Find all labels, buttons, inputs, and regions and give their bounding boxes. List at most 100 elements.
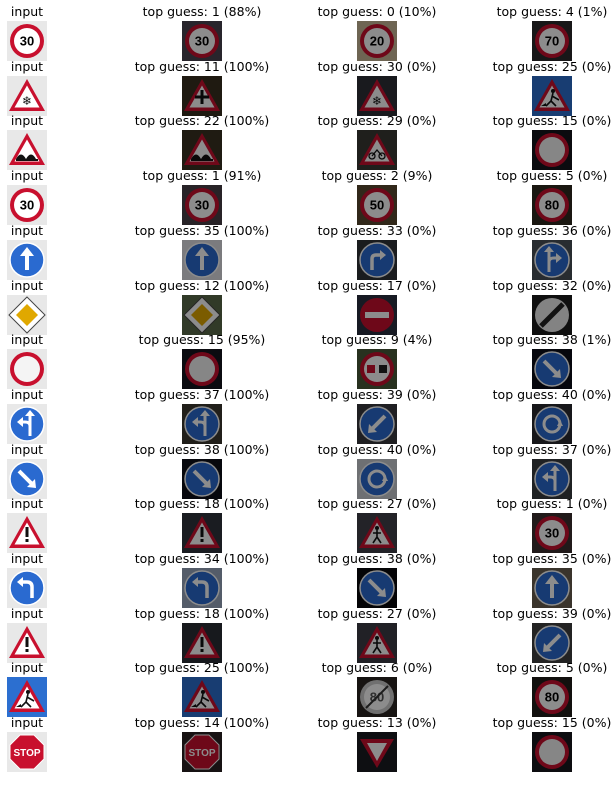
guess-sign-image: STOP <box>182 732 222 773</box>
result-row: input top guess: 34 (100%) top guess: 38 (… <box>0 551 615 608</box>
result-row: input top guess: 37 (100%) top guess: 39 (… <box>0 387 615 444</box>
input-label: input <box>10 551 44 566</box>
result-row: input top guess: 12 (100%) top guess: 17 (… <box>0 278 615 335</box>
guess-label: top guess: 15 (0%) <box>492 113 612 129</box>
input-label: input <box>10 441 44 457</box>
guess-sign-image <box>357 732 397 773</box>
svg-text:30: 30 <box>545 526 559 541</box>
guess-sign-image: 30 <box>182 21 222 61</box>
svg-text:30: 30 <box>20 34 34 49</box>
result-row: input top guess: 18 (100%) top guess: 27 (… <box>0 496 615 554</box>
guess-cell: top guess: 11 (100%) <box>117 59 287 116</box>
guess-label: top guess: 29 (0%) <box>317 113 437 129</box>
input-sign-image: ❄ <box>7 75 47 116</box>
guess-sign-image <box>532 239 572 280</box>
guess-sign-image: 20 <box>357 21 397 61</box>
guess-label: top guess: 25 (100%) <box>134 660 270 676</box>
input-sign-image <box>7 513 47 554</box>
input-label: input <box>10 168 44 184</box>
guess-sign-image <box>182 677 222 718</box>
guess-sign-image <box>357 130 397 171</box>
svg-text:50: 50 <box>370 198 384 213</box>
guess-cell: top guess: 38 (0%) <box>292 551 462 608</box>
guess-label: top guess: 17 (0%) <box>317 277 437 293</box>
svg-text:30: 30 <box>195 34 209 49</box>
guess-sign-image: 80 <box>357 677 397 718</box>
guess-cell: top guess: 35 (0%) <box>467 551 615 608</box>
guess-cell: top guess: 32 (0%) <box>467 278 615 335</box>
guess-cell: top guess: 9 (4%) <box>292 332 462 390</box>
guess-label: top guess: 1 (0%) <box>496 496 608 512</box>
input-sign-image <box>7 239 47 280</box>
input-sign-image <box>7 403 47 444</box>
guess-cell: top guess: 15 (95%) <box>117 332 287 390</box>
guess-sign-image: 80 <box>532 185 572 226</box>
guess-cell: top guess: 1 (91%) 30 <box>117 168 287 226</box>
guess-label: top guess: 15 (95%) <box>138 332 266 348</box>
input-cell: input <box>0 551 67 608</box>
input-sign-image <box>7 294 47 335</box>
guess-cell: top guess: 2 (9%) 50 <box>292 168 462 226</box>
guess-label: top guess: 39 (0%) <box>492 605 612 621</box>
guess-sign-image: 80 <box>532 677 572 718</box>
guess-cell: top guess: 34 (100%) <box>117 551 287 608</box>
input-sign-image: STOP <box>7 732 47 773</box>
guess-label: top guess: 5 (0%) <box>496 168 608 184</box>
guess-sign-image: 30 <box>532 513 572 554</box>
guess-label: top guess: 4 (1%) <box>496 4 608 19</box>
guess-label: top guess: 37 (100%) <box>134 386 270 402</box>
guess-cell: top guess: 12 (100%) <box>117 278 287 335</box>
guess-label: top guess: 18 (100%) <box>134 605 270 621</box>
guess-sign-image <box>182 349 222 390</box>
guess-sign-image <box>182 130 222 171</box>
guess-cell: top guess: 39 (0%) <box>292 387 462 444</box>
input-cell: input <box>0 442 67 499</box>
input-cell: input <box>0 223 67 280</box>
guess-label: top guess: 14 (100%) <box>134 715 270 731</box>
guess-sign-image <box>532 568 572 608</box>
input-sign-image <box>7 458 47 499</box>
guess-label: top guess: 32 (0%) <box>492 277 612 293</box>
input-label: input <box>10 715 44 731</box>
guess-label: top guess: 27 (0%) <box>317 496 437 512</box>
guess-cell: top guess: 5 (0%) 80 <box>467 660 615 718</box>
guess-label: top guess: 35 (100%) <box>134 222 270 238</box>
guess-sign-image <box>357 513 397 554</box>
input-label: input <box>10 4 44 19</box>
guess-sign-image: 70 <box>532 21 572 61</box>
guess-label: top guess: 38 (1%) <box>492 332 612 348</box>
input-cell: input <box>0 496 67 554</box>
result-row: input top guess: 22 (100%) top guess: 29 (… <box>0 113 615 171</box>
input-label: input <box>10 386 44 402</box>
guess-cell: top guess: 38 (1%) <box>467 332 615 390</box>
guess-cell: top guess: 29 (0%) <box>292 113 462 171</box>
guess-label: top guess: 18 (100%) <box>134 496 270 512</box>
guess-cell: top guess: 22 (100%) <box>117 113 287 171</box>
guess-label: top guess: 38 (0%) <box>317 551 437 566</box>
guess-label: top guess: 13 (0%) <box>317 715 437 731</box>
result-row: input top guess: 18 (100%) top guess: 27 (… <box>0 606 615 663</box>
guess-sign-image <box>182 568 222 608</box>
guess-cell: top guess: 37 (100%) <box>117 387 287 444</box>
input-sign-image <box>7 622 47 663</box>
guess-sign-image <box>357 458 397 499</box>
guess-cell: top guess: 15 (0%) <box>467 113 615 171</box>
input-cell: input <box>0 606 67 663</box>
svg-text:80: 80 <box>545 198 559 213</box>
input-sign-image <box>7 130 47 171</box>
guess-label: top guess: 12 (100%) <box>134 277 270 293</box>
guess-label: top guess: 33 (0%) <box>317 222 437 238</box>
guess-label: top guess: 40 (0%) <box>492 386 612 402</box>
guess-cell: top guess: 17 (0%) <box>292 278 462 335</box>
input-sign-image <box>7 349 47 390</box>
guess-cell: top guess: 25 (0%) <box>467 59 615 116</box>
guess-cell: top guess: 27 (0%) <box>292 496 462 554</box>
guess-sign-image <box>357 294 397 335</box>
guess-label: top guess: 1 (91%) <box>142 168 262 184</box>
guess-cell: top guess: 39 (0%) <box>467 606 615 663</box>
guess-cell: top guess: 27 (0%) <box>292 606 462 663</box>
guess-sign-image <box>182 239 222 280</box>
guess-sign-image <box>532 75 572 116</box>
guess-sign-image <box>357 568 397 608</box>
svg-text:30: 30 <box>20 198 34 213</box>
